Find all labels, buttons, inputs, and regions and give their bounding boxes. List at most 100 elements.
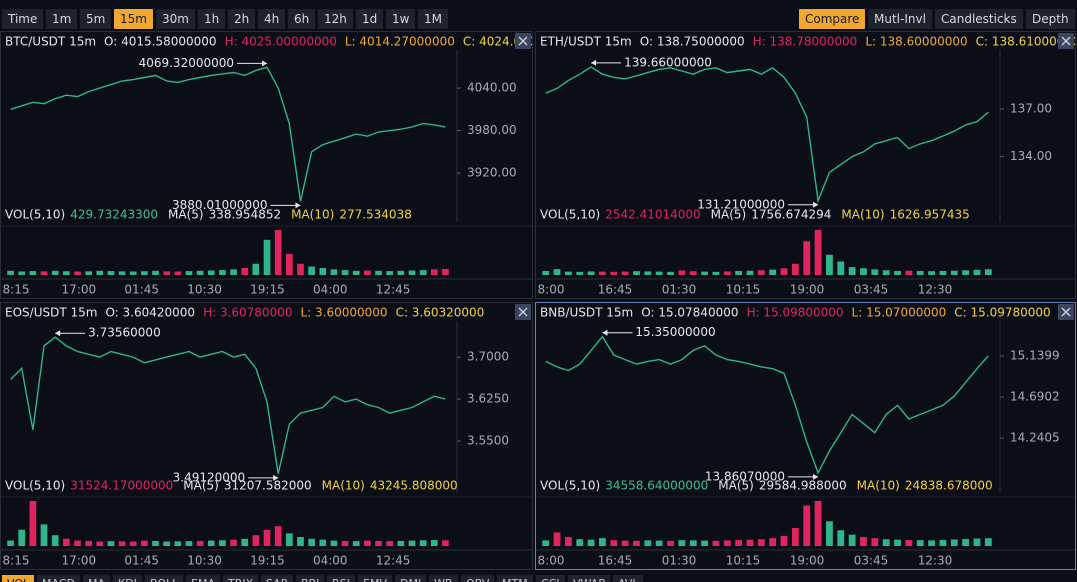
ohlc-high: H: 15.09800000 bbox=[747, 306, 844, 320]
volume-bar bbox=[85, 271, 92, 275]
chart-panel: EOS/USDT 15m O: 3.60420000 H: 3.60780000 L:… bbox=[0, 302, 533, 570]
interval-button[interactable]: 1h bbox=[198, 9, 226, 29]
indicator-tab[interactable]: OBV bbox=[461, 575, 495, 582]
interval-button[interactable]: 1m bbox=[46, 9, 78, 29]
interval-button[interactable]: 15m bbox=[114, 9, 153, 29]
indicator-tab[interactable]: VWAP bbox=[568, 575, 610, 582]
volume-bar bbox=[894, 539, 901, 546]
indicator-tab[interactable]: MACD bbox=[37, 575, 80, 582]
indicator-tab[interactable]: VOL bbox=[2, 575, 35, 582]
toolbar: Time 1m 5m 15m 30m 1h 2h 4h 6h 12h 1d 1w 1M Compare Mu… bbox=[0, 9, 1077, 30]
ohlc-open: O: 4015.58000000 bbox=[104, 35, 217, 49]
volume-bar bbox=[916, 270, 924, 275]
annotation-arrowhead bbox=[813, 201, 819, 208]
interval-button[interactable]: 1w bbox=[386, 9, 416, 29]
ma5: 29584.988000 bbox=[759, 479, 847, 493]
indicator-tab[interactable]: EMA bbox=[186, 575, 220, 582]
indicator-tab[interactable]: WR bbox=[429, 575, 458, 582]
volume-bar bbox=[644, 271, 652, 275]
volume-bar bbox=[905, 270, 913, 275]
indicator-tab[interactable]: DMI bbox=[395, 575, 427, 582]
volume-bar bbox=[826, 521, 833, 546]
volume-bar bbox=[576, 539, 584, 546]
interval-button[interactable]: 1M bbox=[418, 9, 448, 29]
interval-button[interactable]: 2h bbox=[228, 9, 256, 29]
price-tick-label: 137.00 bbox=[1010, 102, 1052, 116]
indicator-tab[interactable]: BOLL bbox=[145, 575, 184, 582]
indicator-tab[interactable]: RSI bbox=[327, 575, 355, 582]
view-button[interactable]: Compare bbox=[799, 9, 866, 29]
volume-bar bbox=[330, 540, 338, 546]
chart-svg: EOS/USDT 15m O: 3.60420000 H: 3.60780000 L:… bbox=[1, 304, 532, 568]
time-label: 03:45 bbox=[854, 554, 889, 568]
time-label: 8:15 bbox=[3, 554, 30, 568]
volume-bar bbox=[633, 540, 640, 546]
chart-panel: BNB/USDT 15m O: 15.07840000 H: 15.09800000… bbox=[535, 302, 1076, 570]
volume-bar bbox=[564, 271, 572, 275]
chart-svg: ETH/USDT 15m O: 138.75000000 H: 138.780000… bbox=[536, 33, 1075, 297]
volume-bar bbox=[174, 541, 182, 546]
volume-bar bbox=[962, 539, 970, 546]
volume-bar bbox=[319, 267, 327, 275]
view-button[interactable]: Depth bbox=[1026, 9, 1075, 29]
interval-button[interactable]: 5m bbox=[80, 9, 112, 29]
indicator-tab[interactable]: AVL bbox=[613, 575, 644, 582]
time-label: 8:00 bbox=[538, 554, 565, 568]
time-label: 19:00 bbox=[790, 554, 825, 568]
indicator-tab[interactable]: CCI bbox=[536, 575, 565, 582]
volume-bar bbox=[341, 270, 349, 275]
volume-bar bbox=[341, 540, 349, 546]
indicator-tab[interactable]: EMV bbox=[358, 575, 392, 582]
volume-bar bbox=[7, 270, 14, 275]
ma10: 1626.957435 bbox=[890, 208, 970, 222]
price-tick-label: 15.1399 bbox=[1010, 348, 1060, 362]
volume-bar bbox=[319, 539, 327, 546]
volume-bar bbox=[701, 271, 708, 275]
volume-bar bbox=[364, 270, 371, 275]
price-line bbox=[545, 66, 989, 204]
time-label: 10:30 bbox=[187, 283, 222, 297]
price-tick-label: 14.2405 bbox=[1010, 431, 1060, 445]
interval-button[interactable]: 6h bbox=[288, 9, 316, 29]
volume-bar bbox=[297, 537, 304, 546]
indicator-tab[interactable]: TRIX bbox=[223, 575, 259, 582]
indicator-tab[interactable]: MTM bbox=[497, 575, 533, 582]
volume-bar bbox=[984, 538, 992, 546]
interval-button[interactable]: Time bbox=[2, 9, 44, 29]
time-label: 12:45 bbox=[376, 554, 411, 568]
volume-bar bbox=[848, 267, 856, 275]
interval-button[interactable]: 4h bbox=[258, 9, 286, 29]
volume-bar bbox=[430, 269, 438, 275]
volume-bar bbox=[196, 540, 204, 546]
ohlc-symbol: EOS/USDT 15m bbox=[5, 306, 97, 320]
indicator-tab[interactable]: SAR bbox=[261, 575, 294, 582]
view-button[interactable]: Candlesticks bbox=[935, 9, 1023, 29]
indicator-tab[interactable]: MA bbox=[83, 575, 111, 582]
indicator-tab[interactable]: BBI bbox=[296, 575, 325, 582]
volume-bar bbox=[599, 271, 606, 275]
indicator-tab[interactable]: KDJ bbox=[113, 575, 142, 582]
view-button[interactable]: Mutl-Invl bbox=[868, 9, 932, 29]
time-label: 01:45 bbox=[124, 283, 159, 297]
volume-bar bbox=[939, 270, 947, 275]
volume-bar bbox=[263, 529, 271, 546]
ma5: 31207.582000 bbox=[224, 479, 312, 493]
volume-bar bbox=[780, 535, 788, 546]
volume-bar bbox=[610, 540, 618, 546]
ohlc-close: C: 15.09780000 bbox=[954, 306, 1050, 320]
ma10-label: MA(10) bbox=[857, 479, 900, 493]
interval-button[interactable]: 1d bbox=[356, 9, 384, 29]
volume-bar bbox=[621, 271, 629, 275]
volume-bar bbox=[285, 253, 293, 275]
volume-bar bbox=[735, 539, 743, 546]
vol-label: VOL(5,10) bbox=[5, 479, 65, 493]
ohlc-open: O: 138.75000000 bbox=[640, 35, 745, 49]
volume-bar bbox=[610, 271, 618, 275]
time-label: 12:45 bbox=[376, 283, 411, 297]
volume-bar bbox=[973, 269, 981, 275]
volume-bar bbox=[18, 271, 26, 275]
interval-button[interactable]: 12h bbox=[318, 9, 353, 29]
volume-bar bbox=[746, 270, 754, 275]
interval-button[interactable]: 30m bbox=[156, 9, 195, 29]
volume-bar bbox=[655, 540, 663, 546]
